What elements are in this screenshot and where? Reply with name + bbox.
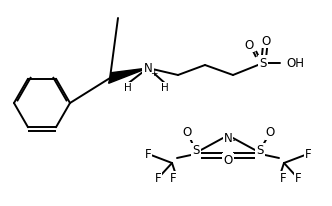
Text: N: N [224, 131, 232, 144]
Text: O: O [244, 39, 254, 52]
Text: O: O [182, 126, 192, 139]
Text: F: F [155, 172, 161, 185]
Polygon shape [109, 68, 148, 83]
Text: F: F [170, 172, 176, 185]
Text: S: S [259, 56, 267, 69]
Text: F: F [295, 172, 301, 185]
Text: S: S [192, 144, 200, 157]
Text: F: F [145, 149, 151, 162]
Text: F: F [305, 149, 311, 162]
Text: O: O [265, 126, 275, 139]
Text: ·: · [232, 136, 236, 149]
Text: OH: OH [286, 56, 304, 69]
Text: H: H [161, 83, 169, 93]
Text: N: N [144, 62, 152, 75]
Text: +: + [150, 69, 158, 77]
Text: H: H [124, 83, 132, 93]
Text: O: O [223, 153, 233, 166]
Text: O: O [261, 34, 271, 48]
Text: S: S [256, 144, 264, 157]
Text: F: F [280, 172, 286, 185]
